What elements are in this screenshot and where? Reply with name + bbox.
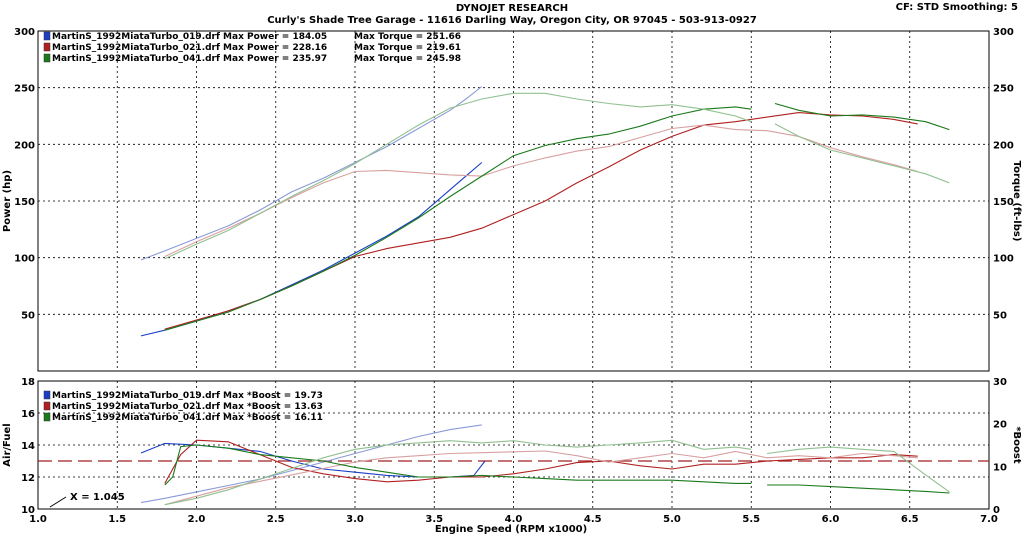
run-019-boost-line (140, 424, 482, 504)
boost-y-tick-label: 10 (993, 462, 1007, 473)
boost-legend-entry: MartinS_1992MiataTurbo_041.drf Max *Boos… (52, 413, 323, 423)
chart-subtitle: Curly's Shade Tree Garage - 11616 Darlin… (267, 15, 757, 26)
x-annotation: X = 1.045 (70, 492, 125, 503)
power-legend-entry: MartinS_1992MiataTurbo_041.drf Max Power… (52, 54, 327, 64)
boost-axis-label: *Boost (1011, 426, 1022, 464)
legend-swatch (43, 31, 51, 41)
legend-swatch (43, 53, 51, 63)
afr-y-tick-label: 10 (21, 505, 35, 516)
x-tick-label: 4.0 (505, 514, 523, 525)
run-041-air_fuel-line (767, 484, 950, 494)
run-021-boost-line (164, 450, 918, 506)
settings-readout: CF: STD Smoothing: 5 (895, 2, 1018, 13)
torque-legend-entry: Max Torque = 251.66 (354, 32, 461, 42)
run-041-boost-line (164, 439, 752, 506)
afr-y-tick-label: 18 (21, 377, 35, 388)
x-tick-label: 7.0 (980, 514, 998, 525)
boost-legend-entry: MartinS_1992MiataTurbo_019.drf Max *Boos… (52, 391, 323, 401)
run-041-power-line (164, 106, 752, 331)
power-y-tick-label: 100 (14, 254, 35, 265)
torque-legend-entry: Max Torque = 219.61 (354, 43, 461, 53)
legend-swatch (43, 401, 51, 411)
run-019-torque-line (140, 86, 483, 261)
x-tick-label: 6.5 (901, 514, 919, 525)
afr-y-tick-label: 16 (21, 409, 35, 420)
power-y-tick-label: 300 (14, 27, 35, 38)
x-tick-label: 2.5 (267, 514, 285, 525)
legend-swatch (43, 42, 51, 52)
legend-swatch (43, 390, 51, 400)
torque-y-tick-label: 250 (993, 84, 1014, 95)
boost-legend-entry: MartinS_1992MiataTurbo_021.drf Max *Boos… (52, 402, 323, 412)
power-y-tick-label: 200 (14, 140, 35, 151)
boost-y-tick-label: 20 (993, 420, 1007, 431)
torque-y-tick-label: 200 (993, 140, 1014, 151)
x-tick-label: 5.5 (742, 514, 760, 525)
x-tick-label: 2.0 (188, 514, 206, 525)
run-041-air_fuel-line (164, 444, 752, 486)
x-tick-label: 1.0 (29, 514, 47, 525)
power-y-tick-label: 50 (21, 310, 35, 321)
torque-y-tick-label: 100 (993, 254, 1014, 265)
x-tick-label: 4.5 (584, 514, 602, 525)
power-legend-entry: MartinS_1992MiataTurbo_019.drf Max Power… (52, 32, 327, 42)
chart-title: DYNOJET RESEARCH (455, 3, 569, 14)
run-041-torque-line (774, 123, 950, 184)
legend-swatch (43, 412, 51, 422)
x-axis-label: Engine Speed (RPM x1000) (435, 524, 587, 535)
power-y-tick-label: 250 (14, 84, 35, 95)
x-tick-label: 5.0 (663, 514, 681, 525)
afr-axis-label: Air/Fuel (2, 423, 13, 466)
x-tick-label: 3.0 (346, 514, 364, 525)
x-tick-label: 3.5 (425, 514, 443, 525)
torque-y-tick-label: 50 (993, 310, 1007, 321)
power-legend-entry: MartinS_1992MiataTurbo_021.drf Max Power… (52, 43, 327, 53)
annotation-pointer (49, 496, 67, 508)
x-tick-label: 1.5 (108, 514, 126, 525)
run-041-torque-line (164, 92, 752, 260)
afr-y-tick-label: 12 (21, 473, 35, 484)
torque-legend-entry: Max Torque = 245.98 (354, 54, 461, 64)
boost-y-tick-label: 30 (993, 377, 1007, 388)
torque-axis-label: Torque (ft-lbs) (1011, 161, 1022, 242)
torque-y-tick-label: 150 (993, 197, 1014, 208)
power-y-tick-label: 150 (14, 197, 35, 208)
torque-y-tick-label: 300 (993, 27, 1014, 38)
run-041-power-line (774, 102, 950, 131)
run-021-air_fuel-line (164, 439, 918, 484)
boost-y-tick-label: 0 (993, 505, 1000, 516)
power-axis-label: Power (hp) (2, 170, 13, 232)
run-041-boost-line (767, 446, 950, 493)
afr-y-tick-label: 14 (21, 441, 35, 452)
x-tick-label: 6.0 (822, 514, 840, 525)
